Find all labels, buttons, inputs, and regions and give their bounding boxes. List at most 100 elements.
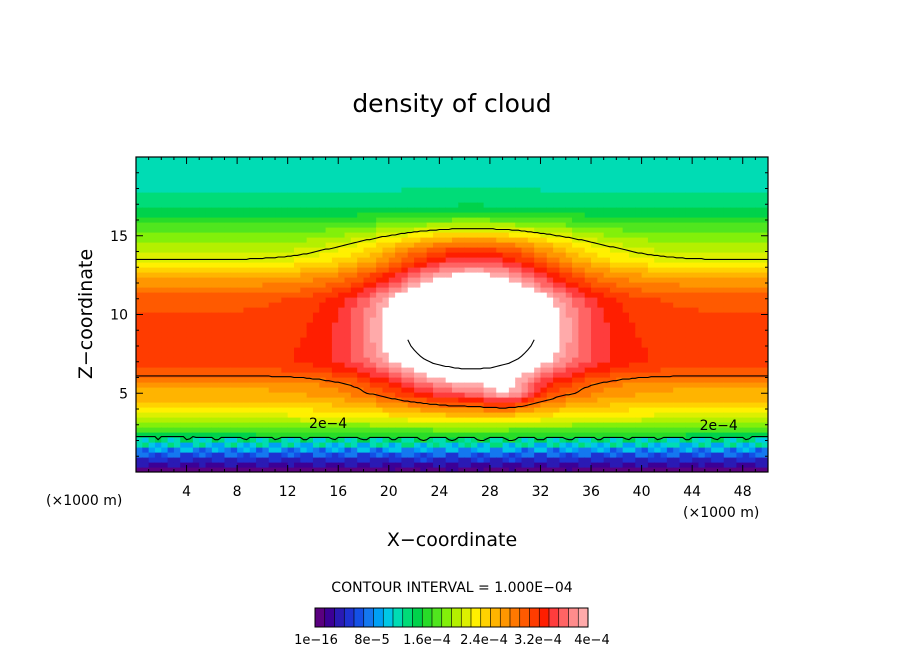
field-cell [136, 397, 143, 403]
field-cell [515, 277, 523, 283]
field-cell [540, 242, 548, 248]
field-cell [243, 187, 251, 193]
field-cell [483, 447, 491, 453]
field-cell [325, 462, 333, 468]
field-cell [338, 172, 346, 178]
field-cell [464, 187, 472, 193]
field-cell [218, 197, 226, 203]
field-cell [597, 187, 605, 193]
field-cell [142, 192, 150, 198]
field-cell [565, 402, 573, 408]
field-cell [439, 157, 447, 163]
field-cell [578, 332, 586, 338]
field-cell [565, 232, 573, 238]
field-cell [603, 397, 611, 403]
field-cell [628, 172, 636, 178]
field-cell [508, 442, 516, 448]
field-cell [546, 427, 554, 433]
field-cell [173, 412, 181, 418]
field-cell [167, 442, 175, 448]
field-cell [483, 187, 491, 193]
field-cell [591, 277, 598, 283]
field-cell [540, 397, 548, 403]
field-cell [287, 332, 295, 338]
field-cell [470, 162, 478, 168]
field-cell [262, 437, 270, 443]
field-cell [553, 292, 561, 298]
field-cell [376, 332, 384, 338]
field-cell [401, 432, 409, 438]
field-cell [470, 467, 478, 472]
field-cell [148, 447, 156, 453]
field-cell [363, 252, 371, 258]
field-cell [527, 287, 535, 293]
field-cell [306, 252, 314, 258]
field-cell [294, 247, 301, 253]
field-cell [224, 342, 232, 348]
field-cell [376, 412, 384, 418]
field-cell [616, 242, 624, 248]
field-cell [534, 357, 542, 363]
field-cell [300, 162, 308, 168]
field-cell [584, 352, 592, 358]
field-cell [142, 157, 150, 163]
field-cell [268, 237, 276, 243]
field-cell [603, 382, 611, 388]
field-cell [211, 402, 219, 408]
field-cell [199, 467, 207, 472]
field-cell [565, 307, 573, 313]
field-cell [268, 317, 276, 323]
field-cell [540, 172, 548, 178]
field-cell [369, 212, 377, 218]
field-cell [534, 467, 542, 472]
field-cell [515, 167, 523, 173]
field-cell [496, 197, 504, 203]
field-cell [161, 337, 169, 343]
field-cell [578, 397, 586, 403]
field-cell [382, 292, 390, 298]
field-cell [294, 302, 301, 308]
field-cell [540, 422, 548, 428]
field-cell [312, 342, 320, 348]
field-cell [597, 172, 605, 178]
field-cell [452, 197, 459, 203]
field-cell [268, 362, 276, 368]
field-cell [597, 347, 605, 353]
field-cell [192, 362, 200, 368]
field-cell [407, 262, 415, 268]
field-cell [407, 232, 415, 238]
field-cell [591, 232, 598, 238]
field-cell [224, 267, 232, 273]
field-cell [483, 372, 491, 378]
field-cell [572, 412, 579, 418]
field-cell [243, 302, 251, 308]
field-cell [445, 172, 453, 178]
field-cell [199, 202, 207, 208]
field-cell [275, 157, 282, 163]
field-cell [338, 442, 346, 448]
field-cell [338, 227, 346, 233]
field-cell [388, 407, 396, 413]
field-cell [306, 327, 314, 333]
field-cell [136, 192, 143, 198]
field-cell [565, 297, 573, 303]
field-cell [439, 177, 447, 183]
field-cell [192, 212, 200, 218]
field-cell [553, 382, 561, 388]
field-cell [319, 392, 327, 398]
field-cell [477, 197, 485, 203]
field-cell [300, 362, 308, 368]
field-cell [363, 342, 371, 348]
field-cell [635, 397, 643, 403]
field-cell [173, 332, 181, 338]
field-cell [262, 222, 270, 228]
field-cell [439, 352, 447, 358]
field-cell [192, 267, 200, 273]
field-cell [148, 347, 156, 353]
field-cell [224, 322, 232, 328]
field-cell [167, 287, 175, 293]
field-cell [521, 212, 529, 218]
field-cell [192, 177, 200, 183]
field-cell [401, 207, 409, 213]
field-cell [148, 297, 156, 303]
